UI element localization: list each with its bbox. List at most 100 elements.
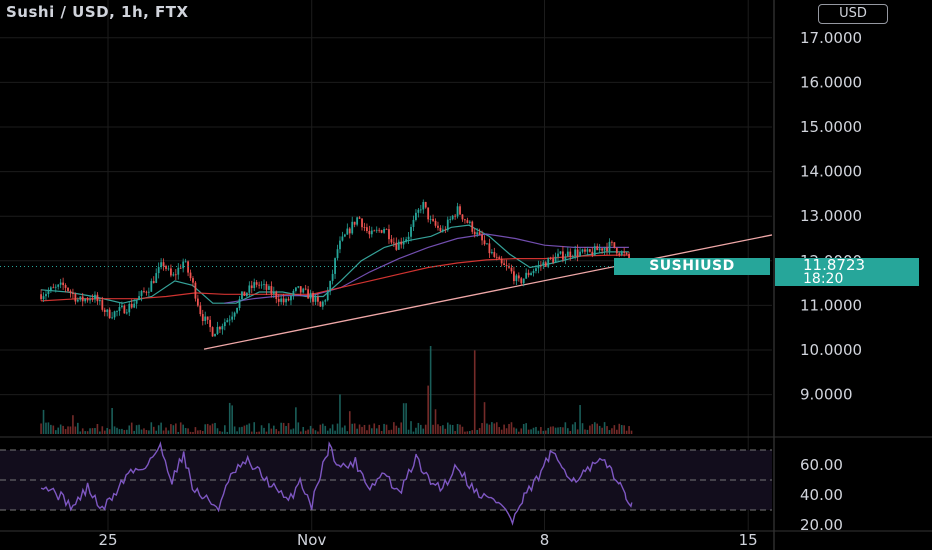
volume-bar [111,407,113,434]
volume-bar [356,428,358,434]
candle-body [47,291,50,295]
candle-body [569,251,572,257]
candle-body [611,241,613,243]
volume-bar [226,431,229,434]
trendline [203,234,773,350]
volume-bar [513,427,515,434]
candle-body [417,209,420,213]
candle-body [309,292,312,299]
volume-bar [184,427,187,434]
candle-body [456,206,459,217]
volume-bar [317,431,319,434]
candle-body [623,251,626,253]
candle-body [138,296,140,301]
candle-body [209,319,212,328]
volume-bar [405,403,407,434]
volume-bar [427,385,429,434]
volume-bar [189,431,192,434]
candle-body [410,226,412,237]
candle-body [125,312,128,314]
candle-body [402,241,405,245]
candle-body [167,268,170,270]
volume-bar [260,425,263,434]
candle-body [140,291,143,297]
volume-bar [248,423,251,434]
candle-body [147,291,150,293]
candle-body [341,236,344,241]
candle-body [488,243,491,254]
volume-bar [106,427,109,434]
volume-bar [138,424,140,434]
trendline-layer[interactable] [203,234,773,350]
time-tick-label: 25 [98,531,117,549]
volume-bar [388,430,390,434]
volume-bar [319,424,322,434]
candle-body [72,292,74,294]
candle-body [162,262,165,267]
volume-bar [67,426,69,434]
volume-bar [437,424,439,434]
candle-body [187,261,189,273]
candle-body [321,301,324,307]
candle-body [464,219,466,221]
volume-bar [581,423,584,434]
volume-bar [162,430,165,434]
volume-bar [446,422,449,434]
candle-body [221,326,224,330]
volume-bar [397,427,400,434]
rsi-panel [0,441,772,526]
candle-body [574,249,577,257]
volume-bar [204,424,207,434]
rsi-tick-label: 40.00 [800,486,843,504]
candle-body [459,206,461,215]
candle-body [615,247,618,254]
candle-body [155,273,158,283]
volume-bar [618,423,621,434]
volume-bar [537,430,540,434]
candle-body [576,249,579,256]
candle-body [228,319,231,321]
volume-bar [177,431,180,434]
volume-bar [606,426,608,434]
volume-bar [395,425,398,434]
volume-bar [625,430,628,434]
candle-body [204,316,207,322]
candle-body [76,299,79,302]
volume-bar [130,422,133,434]
volume-bar [192,431,194,434]
candle-body [238,299,241,308]
candle-body [62,282,65,286]
candle-body [486,243,488,245]
candle-body [317,296,319,302]
volume-bar [233,426,236,434]
volume-bar [309,425,312,434]
volume-bar [91,428,94,434]
volume-bar [456,423,459,434]
candle-body [562,251,564,260]
volume-bar [459,424,461,434]
volume-bar [584,429,586,434]
volume-bar [495,422,498,434]
volume-bar [417,422,420,434]
volume-bar [209,425,211,434]
volume-bar [152,426,155,434]
volume-bar [611,428,613,434]
candle-body [503,263,506,266]
volume-bar [45,422,47,434]
volume-bar [530,429,532,434]
candle-body [378,229,381,231]
candle-body [268,286,270,290]
volume-bar [304,430,307,434]
candle-body [520,278,523,284]
volume-bar [241,426,243,434]
currency-button[interactable]: USD [818,4,888,24]
price-tick-label: 11.0000 [800,296,862,314]
volume-bar [598,425,601,434]
volume-bar [206,423,209,434]
volume-bar [236,431,238,434]
candle-body [98,300,101,302]
volume-bar [307,429,309,434]
candlesticks [40,199,633,337]
volume-bar [302,426,305,434]
candle-body [530,273,532,276]
